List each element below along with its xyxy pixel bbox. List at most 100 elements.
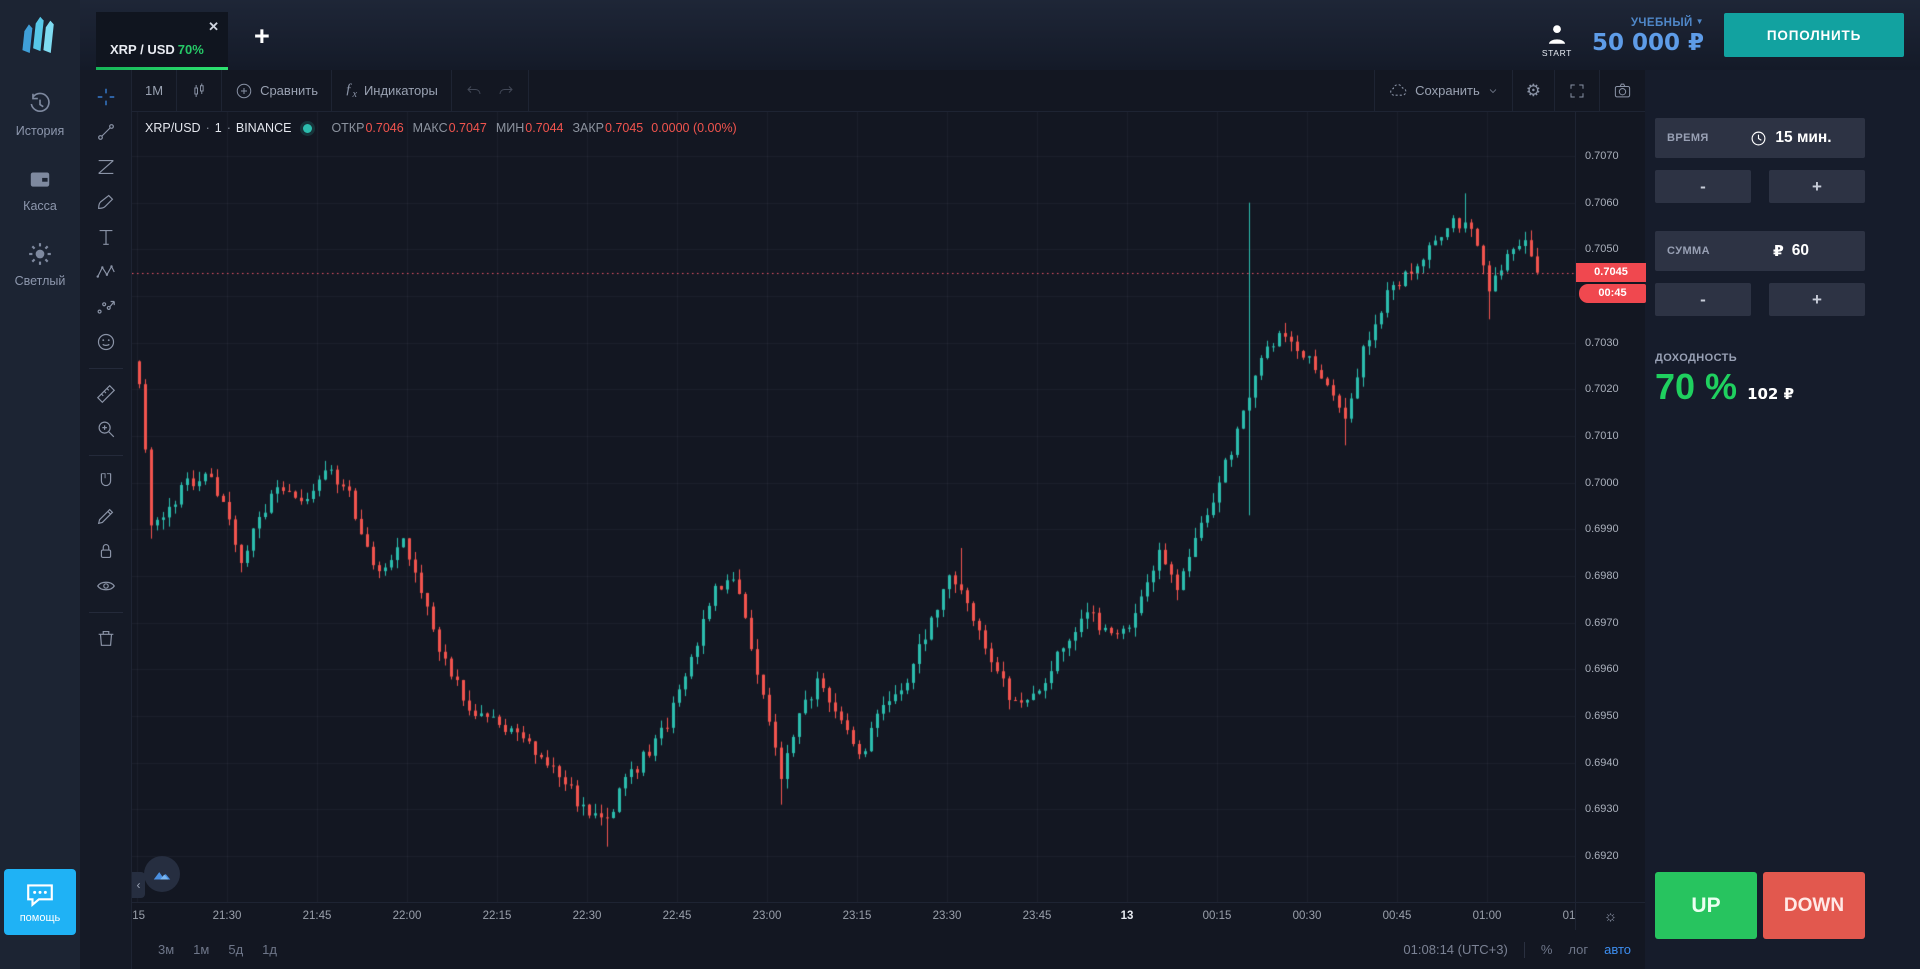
account-menu[interactable]: START (1542, 21, 1572, 58)
ohlc-close-value: 0.7045 (605, 121, 644, 135)
legend-symbol[interactable]: XRP/USD (145, 121, 201, 135)
chart-settings-button[interactable]: ⚙ (1511, 70, 1554, 111)
amount-input[interactable]: СУММА ₽ 60 (1655, 231, 1865, 271)
range-button-5d[interactable]: 5д (228, 942, 244, 957)
lock-drawings-icon[interactable] (89, 536, 123, 566)
legend-separator: · (226, 121, 231, 135)
crosshair-tool-icon[interactable] (89, 82, 123, 112)
up-button[interactable]: UP (1655, 872, 1757, 939)
time-axis-label: 23:00 (752, 910, 782, 922)
tab-close-icon[interactable]: ✕ (208, 19, 219, 34)
range-button-3m[interactable]: 3м (158, 942, 175, 957)
drawing-mode-pencil-icon[interactable] (89, 501, 123, 531)
session-clock[interactable]: 01:08:14 (UTC+3) (1403, 942, 1508, 957)
forecast-tool-icon[interactable] (89, 292, 123, 322)
legend-interval: 1 (214, 121, 222, 135)
chevron-down-icon (1489, 88, 1496, 93)
interval-button[interactable]: 1М (132, 70, 178, 111)
legend-separator: · (205, 121, 210, 135)
fx-indicators-icon: ƒx (345, 81, 357, 100)
text-tool-icon[interactable] (89, 222, 123, 252)
chart-toolbar-right: Сохранить ⚙ (1374, 70, 1645, 111)
down-button[interactable]: DOWN (1763, 872, 1865, 939)
ohlc-close-label: ЗАКР (572, 121, 605, 135)
price-axis-label: 0.6970 (1585, 616, 1619, 629)
chevron-down-icon: ▼ (1695, 16, 1704, 26)
brush-tool-icon[interactable] (89, 187, 123, 217)
auto-scale-button[interactable]: авто (1604, 942, 1631, 957)
zoom-in-icon[interactable] (89, 414, 123, 444)
amount-minus-button[interactable]: - (1655, 283, 1751, 316)
legend-exchange: BINANCE (235, 121, 292, 135)
indicators-button[interactable]: ƒx Индикаторы (332, 70, 452, 111)
deposit-button[interactable]: ПОПОЛНИТЬ (1724, 13, 1904, 57)
snapshot-button[interactable] (1599, 70, 1645, 111)
chart-style-button[interactable] (177, 70, 223, 111)
compare-button[interactable]: Сравнить (222, 70, 332, 111)
expiry-time-selector[interactable]: ВРЕМЯ 15 мин. (1655, 118, 1865, 158)
price-axis-label: 0.6920 (1585, 850, 1619, 862)
xabcd-pattern-tool-icon[interactable] (89, 257, 123, 287)
amount-plus-button[interactable]: + (1769, 283, 1865, 316)
time-plus-button[interactable]: + (1769, 170, 1865, 203)
hide-drawings-eye-icon[interactable] (89, 571, 123, 601)
cloud-save-icon (1390, 83, 1407, 96)
wallet-icon (30, 172, 50, 187)
time-axis-label: :15 (132, 910, 145, 922)
time-minus-button[interactable]: - (1655, 170, 1751, 203)
measure-ruler-icon[interactable] (89, 379, 123, 409)
range-button-1m[interactable]: 1м (193, 942, 210, 957)
help-button[interactable]: помощь (4, 869, 76, 935)
fib-retracement-tool-icon[interactable] (89, 152, 123, 182)
time-axis[interactable]: :15 21:30 21:45 22:00 22:15 22:30 22:45 23:00 23… (132, 902, 1645, 930)
content-row: 1М Сравнить ƒx Индикаторы (80, 70, 1920, 969)
range-button-1d[interactable]: 1д (262, 942, 277, 957)
sidebar-item-light-theme[interactable]: Светлый (15, 241, 65, 288)
save-layout-button[interactable]: Сохранить (1374, 70, 1512, 111)
payout-percent: 70 % (1655, 366, 1738, 407)
series-status-dot[interactable] (303, 123, 313, 133)
redo-icon[interactable] (497, 82, 515, 100)
sidebar-item-cashier[interactable]: Касса (23, 166, 57, 213)
sidebar-item-history[interactable]: История (16, 91, 64, 138)
broker-watermark-button[interactable] (144, 856, 180, 892)
add-tab-button[interactable]: + (254, 21, 270, 51)
sidebar-item-label: История (15, 124, 65, 138)
log-scale-button[interactable]: лог (1568, 942, 1589, 957)
magnet-mode-icon[interactable] (89, 466, 123, 496)
percent-scale-button[interactable]: % (1540, 942, 1553, 957)
time-axis-label: 22:30 (572, 910, 602, 922)
price-axis[interactable]: 0.7045 00:45 0.7070 0.7060 0.7050 0.7030 0.7… (1575, 112, 1646, 902)
collapse-panel-chevron[interactable]: ‹ (132, 872, 145, 898)
time-label: ВРЕМЯ (1667, 132, 1709, 144)
time-axis-label: 22:45 (662, 910, 692, 922)
payout-label: ДОХОДНОСТЬ (1655, 352, 1738, 364)
emoji-tool-icon[interactable] (89, 327, 123, 357)
time-axis-settings[interactable]: ☼ (1575, 903, 1645, 930)
current-price-label: 0.7045 (1576, 262, 1646, 282)
trade-panel: ВРЕМЯ 15 мин. - + СУММА ₽ 60 (1645, 70, 1920, 969)
time-stepper: - + (1655, 170, 1865, 203)
bottom-bar-right: 01:08:14 (UTC+3) % лог авто (1403, 941, 1631, 958)
left-nav: История Касса Светлый (0, 0, 80, 969)
time-axis-label: 23:15 (842, 910, 872, 922)
time-axis-label: 22:15 (482, 910, 512, 922)
instrument-tab[interactable]: ✕ XRP / USD 70% (96, 12, 228, 70)
candlestick-style-icon (194, 83, 204, 97)
remove-drawings-trash-icon[interactable] (89, 623, 123, 653)
time-value: 15 мин. (1775, 129, 1832, 146)
undo-icon[interactable] (465, 82, 483, 100)
app-logo-icon[interactable] (19, 10, 61, 61)
fullscreen-icon (1570, 84, 1584, 97)
price-axis-label: 0.6930 (1585, 803, 1619, 816)
price-axis-label: 0.6960 (1585, 663, 1619, 676)
user-icon (1548, 24, 1566, 44)
fullscreen-button[interactable] (1554, 70, 1599, 111)
account-mode-dropdown[interactable]: УЧЕБНЫЙ ▼ (1630, 16, 1704, 29)
candlestick-chart-canvas[interactable] (132, 112, 1575, 902)
candle-countdown-badge: 00:45 (1579, 283, 1646, 303)
price-axis-label: 0.7010 (1585, 430, 1619, 442)
price-axis-label: 0.6940 (1585, 756, 1619, 769)
trend-line-tool-icon[interactable] (89, 117, 123, 147)
